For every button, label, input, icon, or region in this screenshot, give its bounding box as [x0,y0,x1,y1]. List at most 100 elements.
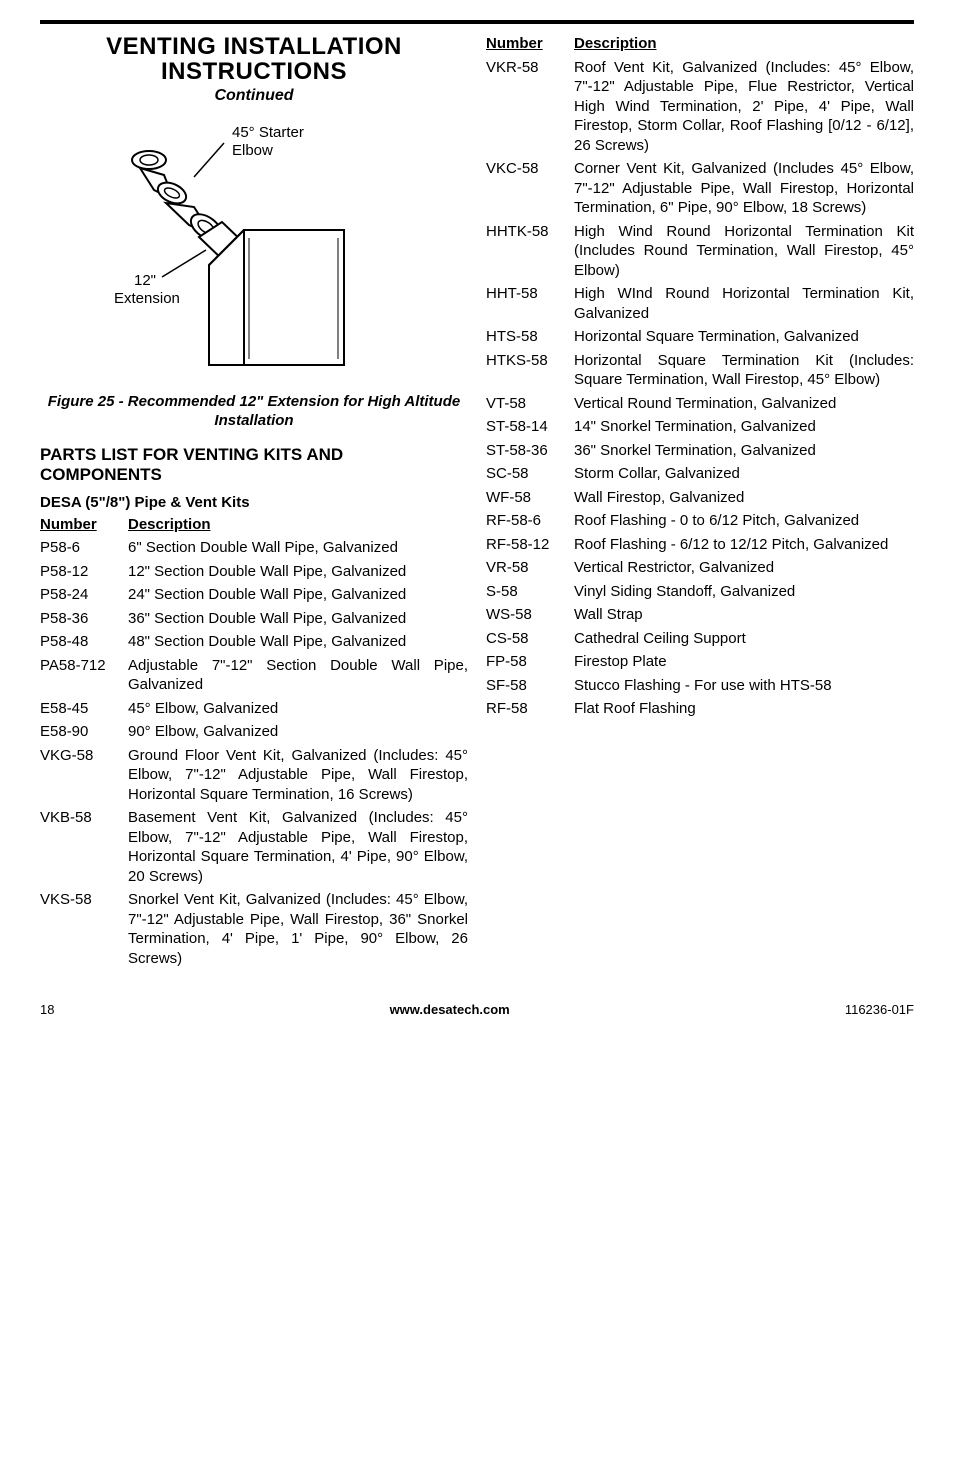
parts-row: HHT-58High WInd Round Horizontal Termina… [486,284,914,323]
page-footer: 18 www.desatech.com 116236-01F [40,1002,914,1019]
two-column-layout: VENTING INSTALLATION INSTRUCTIONS Contin… [40,34,914,972]
parts-row: VT-58Vertical Round Termination, Galvani… [486,394,914,414]
part-description: Storm Collar, Galvanized [574,464,914,484]
part-description: 36" Section Double Wall Pipe, Galvanized [128,609,468,629]
parts-row: P58-4848" Section Double Wall Pipe, Galv… [40,632,468,652]
part-description: 24" Section Double Wall Pipe, Galvanized [128,585,468,605]
part-number: RF-58-12 [486,535,574,555]
part-number: WS-58 [486,605,574,625]
kit-title: DESA (5"/8") Pipe & Vent Kits [40,493,468,513]
part-description: 90° Elbow, Galvanized [128,722,468,742]
left-column: VENTING INSTALLATION INSTRUCTIONS Contin… [40,34,468,972]
fig-label-ext-1: 12" [134,272,156,289]
col-header-description: Description [128,515,468,535]
part-number: VKB-58 [40,808,128,886]
part-description: Roof Flashing - 6/12 to 12/12 Pitch, Gal… [574,535,914,555]
parts-row: WS-58Wall Strap [486,605,914,625]
parts-row: VKG-58Ground Floor Vent Kit, Galvanized … [40,746,468,805]
part-description: Vertical Restrictor, Galvanized [574,558,914,578]
parts-row: RF-58Flat Roof Flashing [486,699,914,719]
parts-row: VKB-58Basement Vent Kit, Galvanized (Inc… [40,808,468,886]
part-number: P58-6 [40,538,128,558]
col-header-number: Number [40,515,128,535]
part-description: Snorkel Vent Kit, Galvanized (Includes: … [128,890,468,968]
parts-row: P58-2424" Section Double Wall Pipe, Galv… [40,585,468,605]
part-description: 36" Snorkel Termination, Galvanized [574,441,914,461]
part-number: RF-58 [486,699,574,719]
part-number: FP-58 [486,652,574,672]
parts-row: CS-58Cathedral Ceiling Support [486,629,914,649]
section-title-line1: VENTING INSTALLATION [106,33,402,60]
figure-25: 45° Starter Elbow [40,115,468,385]
part-number: P58-48 [40,632,128,652]
part-description: 12" Section Double Wall Pipe, Galvanized [128,562,468,582]
parts-list-heading: PARTS LIST FOR VENTING KITS AND COMPONEN… [40,445,468,486]
part-number: HTKS-58 [486,351,574,390]
parts-row: S-58Vinyl Siding Standoff, Galvanized [486,582,914,602]
part-number: PA58-712 [40,656,128,695]
part-description: Adjustable 7"-12" Section Double Wall Pi… [128,656,468,695]
parts-row: VKR-58Roof Vent Kit, Galvanized (Include… [486,58,914,156]
part-number: VKC-58 [486,159,574,218]
part-number: VKR-58 [486,58,574,156]
parts-row: HTS-58Horizontal Square Termination, Gal… [486,327,914,347]
part-description: Basement Vent Kit, Galvanized (Includes:… [128,808,468,886]
part-description: Firestop Plate [574,652,914,672]
parts-row: ST-58-3636" Snorkel Termination, Galvani… [486,441,914,461]
part-number: SC-58 [486,464,574,484]
part-description: Vinyl Siding Standoff, Galvanized [574,582,914,602]
part-description: High Wind Round Horizontal Termination K… [574,222,914,281]
parts-row: VKS-58Snorkel Vent Kit, Galvanized (Incl… [40,890,468,968]
part-number: E58-90 [40,722,128,742]
part-number: ST-58-14 [486,417,574,437]
elbow-extension-illustration: 45° Starter Elbow [94,115,414,385]
parts-row: RF-58-12Roof Flashing - 6/12 to 12/12 Pi… [486,535,914,555]
footer-url: www.desatech.com [390,1002,510,1019]
right-parts-header: Number Description [486,34,914,54]
parts-row: P58-66" Section Double Wall Pipe, Galvan… [40,538,468,558]
part-description: Roof Flashing - 0 to 6/12 Pitch, Galvani… [574,511,914,531]
part-number: ST-58-36 [486,441,574,461]
parts-row: RF-58-6Roof Flashing - 0 to 6/12 Pitch, … [486,511,914,531]
parts-row: P58-3636" Section Double Wall Pipe, Galv… [40,609,468,629]
parts-row: VR-58Vertical Restrictor, Galvanized [486,558,914,578]
part-number: P58-24 [40,585,128,605]
parts-row: FP-58Firestop Plate [486,652,914,672]
part-description: Horizontal Square Termination Kit (Inclu… [574,351,914,390]
part-description: Cathedral Ceiling Support [574,629,914,649]
part-description: 48" Section Double Wall Pipe, Galvanized [128,632,468,652]
part-description: Wall Firestop, Galvanized [574,488,914,508]
left-parts-header: Number Description [40,515,468,535]
part-description: High WInd Round Horizontal Termination K… [574,284,914,323]
part-number: E58-45 [40,699,128,719]
parts-row: HHTK-58High Wind Round Horizontal Termin… [486,222,914,281]
parts-row: E58-4545° Elbow, Galvanized [40,699,468,719]
part-description: Corner Vent Kit, Galvanized (Includes 45… [574,159,914,218]
left-parts-list: P58-66" Section Double Wall Pipe, Galvan… [40,538,468,968]
part-number: CS-58 [486,629,574,649]
fig-label-starter-1: 45° Starter [232,124,304,141]
part-description: Horizontal Square Termination, Galvanize… [574,327,914,347]
part-number: RF-58-6 [486,511,574,531]
parts-row: ST-58-1414" Snorkel Termination, Galvani… [486,417,914,437]
parts-row: E58-9090° Elbow, Galvanized [40,722,468,742]
parts-row: SF-58Stucco Flashing - For use with HTS-… [486,676,914,696]
col-header-description: Description [574,34,914,54]
part-description: Roof Vent Kit, Galvanized (Includes: 45°… [574,58,914,156]
part-number: VR-58 [486,558,574,578]
part-number: P58-12 [40,562,128,582]
parts-row: VKC-58Corner Vent Kit, Galvanized (Inclu… [486,159,914,218]
figure-caption: Figure 25 - Recommended 12" Extension fo… [40,393,468,431]
part-number: HTS-58 [486,327,574,347]
part-number: HHT-58 [486,284,574,323]
part-description: 45° Elbow, Galvanized [128,699,468,719]
fig-label-starter-2: Elbow [232,142,273,159]
part-description: 6" Section Double Wall Pipe, Galvanized [128,538,468,558]
continued-label: Continued [40,86,468,107]
part-number: WF-58 [486,488,574,508]
footer-page-number: 18 [40,1002,54,1019]
part-number: VT-58 [486,394,574,414]
part-number: VKG-58 [40,746,128,805]
right-parts-list: VKR-58Roof Vent Kit, Galvanized (Include… [486,58,914,719]
footer-doc-number: 116236-01F [845,1002,914,1019]
